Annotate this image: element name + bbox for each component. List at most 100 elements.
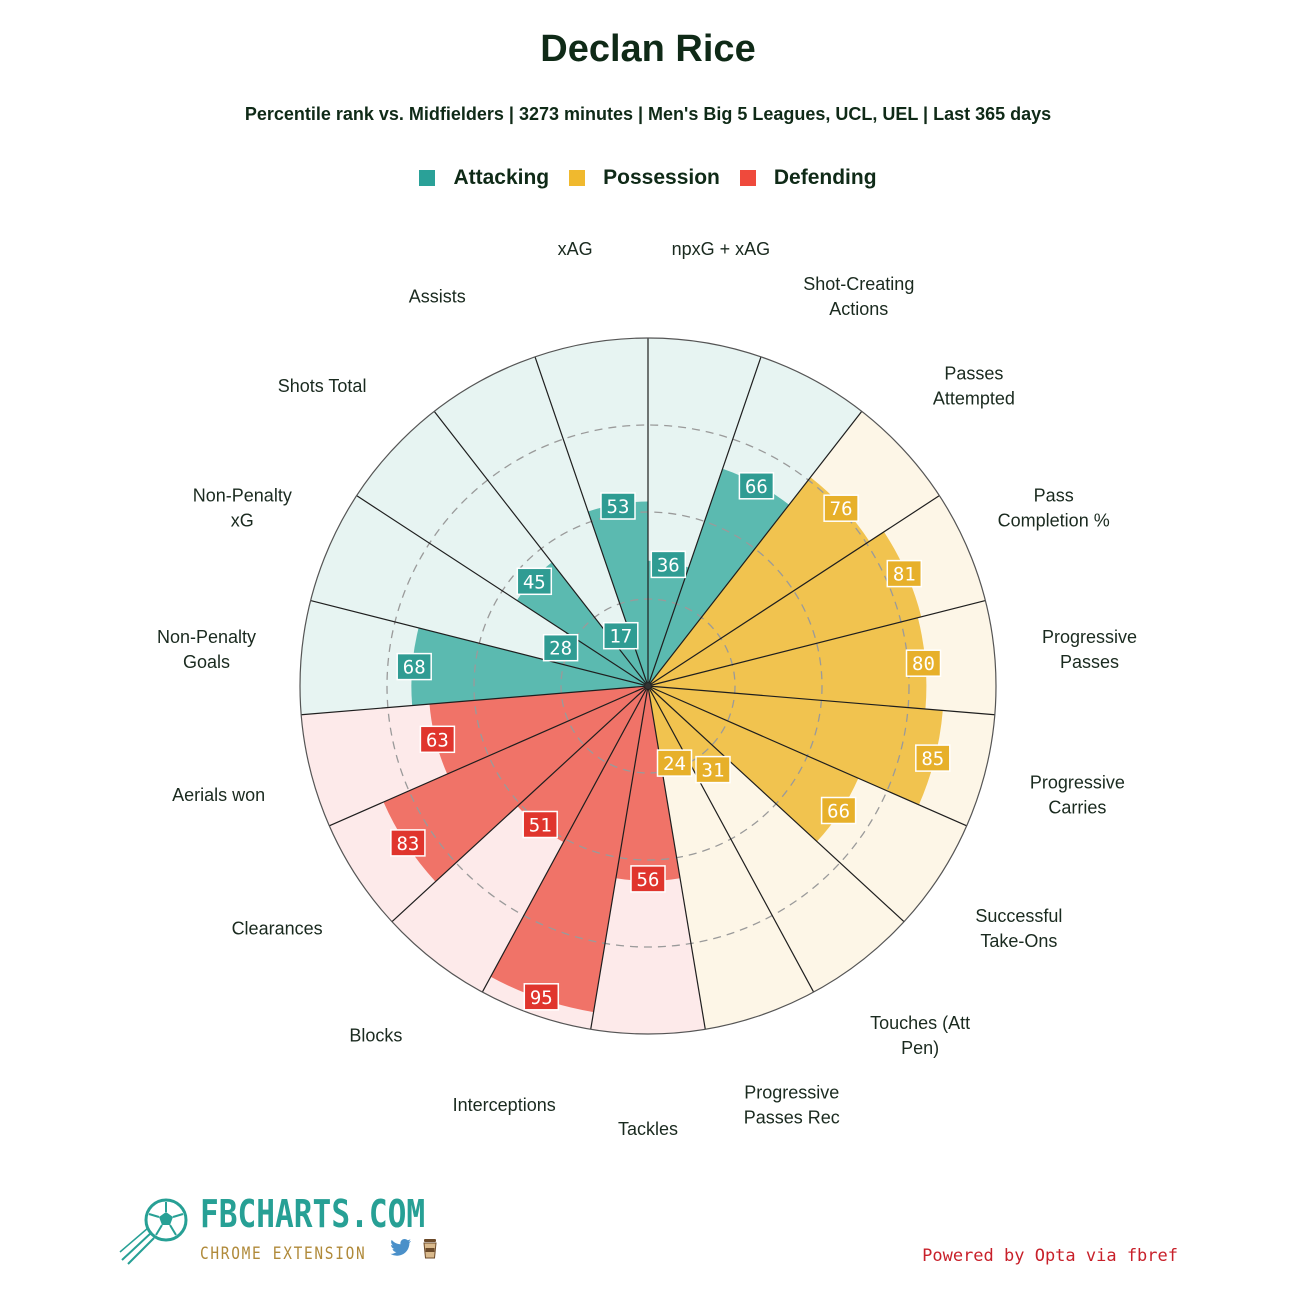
axis-label-progressive-carries: Progressive Carries — [1030, 772, 1125, 817]
fbcharts-logo: FBCHARTS.COM CHROME EXTENSION — [118, 1192, 448, 1272]
svg-text:95: 95 — [530, 987, 553, 1009]
powered-by-text: Powered by Opta via fbref — [922, 1246, 1178, 1266]
svg-text:53: 53 — [607, 496, 630, 518]
spoke — [647, 685, 967, 827]
twitter-icon[interactable] — [390, 1238, 412, 1258]
axis-label-tackles: Tackles — [618, 1119, 678, 1139]
spoke — [647, 685, 815, 993]
bar-pass-completion — [648, 531, 922, 686]
bar-non-penalty-goals — [411, 627, 648, 706]
spoke — [301, 685, 649, 716]
value-label-successful-take-ons: 66 — [820, 796, 857, 825]
svg-text:66: 66 — [745, 476, 768, 498]
axis-label-non-penalty-xg: Non-Penalty xG — [193, 486, 292, 531]
axis-label-shot-creating-actions: Shot-Creating Actions — [803, 274, 914, 319]
spoke — [647, 356, 762, 687]
axis-label-progressive-passes: Progressive Passes — [1042, 627, 1137, 672]
bar-progressive-passes — [648, 617, 927, 709]
grid-ring-75 — [386, 424, 910, 948]
bar-interceptions — [490, 686, 648, 1013]
bar-clearances — [383, 686, 648, 882]
bar-progressive-passes-rec — [648, 686, 688, 769]
value-label-non-penalty-goals: 68 — [396, 652, 432, 681]
value-label-progressive-carries: 85 — [915, 744, 951, 772]
svg-text:76: 76 — [830, 498, 853, 520]
bar-aerials-won — [429, 686, 648, 775]
value-label-aerials-won: 63 — [419, 725, 456, 754]
svg-text:31: 31 — [702, 760, 725, 782]
legend-item-defending: Defending — [739, 166, 877, 190]
svg-text:28: 28 — [549, 638, 572, 660]
value-label-pass-completion: 81 — [886, 559, 923, 588]
spoke — [391, 685, 649, 923]
value-label-npxg-xag: 36 — [650, 550, 687, 579]
axis-label-blocks: Blocks — [349, 1026, 402, 1046]
football-icon — [119, 1198, 188, 1265]
value-label-progressive-passes: 80 — [905, 649, 942, 677]
spoke — [647, 685, 995, 716]
bar-passes-attempted — [648, 477, 870, 686]
axis-label-clearances: Clearances — [232, 918, 323, 938]
chart-title: Declan Rice — [540, 28, 756, 70]
value-label-xag: 53 — [600, 492, 636, 520]
brand-name: FBCHARTS.COM — [200, 1192, 426, 1236]
bar-progressive-carries — [648, 686, 943, 805]
spoke — [356, 495, 649, 687]
axis-label-npxg-xag: npxG + xAG — [672, 239, 771, 259]
spoke — [590, 685, 649, 1030]
svg-text:83: 83 — [396, 833, 419, 855]
svg-text:68: 68 — [403, 657, 426, 679]
coffee-cup-icon[interactable] — [422, 1238, 438, 1260]
legend-label-attacking: Attacking — [453, 166, 550, 189]
axis-label-non-penalty-goals: Non-Penalty Goals — [157, 627, 256, 672]
chart-subtitle: Percentile rank vs. Midfielders | 3273 m… — [244, 104, 1052, 124]
svg-text:45: 45 — [523, 571, 546, 593]
value-label-tackles: 56 — [630, 865, 666, 893]
spoke — [647, 411, 863, 687]
legend-label-defending: Defending — [773, 166, 877, 189]
axis-label-assists: Assists — [409, 286, 466, 306]
legend-item-attacking: Attacking — [419, 166, 549, 190]
value-label-touches-att-pen: 31 — [695, 755, 731, 784]
spoke — [481, 685, 649, 993]
value-label-interceptions: 95 — [523, 983, 560, 1011]
spoke — [647, 495, 940, 687]
legend-swatch-defending — [739, 170, 756, 186]
axis-label-aerials-won: Aerials won — [172, 785, 265, 805]
legend: Attacking Possession Defending — [0, 166, 1296, 190]
svg-text:36: 36 — [657, 554, 680, 576]
brand-icons — [390, 1238, 438, 1260]
axis-label-successful-take-ons: Successful Take-Ons — [975, 906, 1062, 951]
brand-subtitle: CHROME EXTENSION — [200, 1244, 367, 1264]
legend-item-possession: Possession — [569, 166, 720, 190]
spoke — [647, 599, 986, 687]
value-label-passes-attempted: 76 — [823, 494, 859, 522]
value-label-shot-creating-actions: 66 — [738, 472, 775, 500]
legend-label-possession: Possession — [603, 166, 720, 189]
bar-blocks — [517, 686, 648, 843]
axis-label-pass-completion: Pass Completion % — [998, 486, 1110, 531]
svg-text:63: 63 — [426, 729, 449, 751]
value-label-progressive-passes-rec: 24 — [656, 749, 693, 777]
svg-text:80: 80 — [912, 653, 935, 675]
spoke — [310, 599, 649, 687]
svg-text:81: 81 — [893, 564, 916, 586]
legend-swatch-attacking — [419, 170, 436, 186]
center-dot — [645, 683, 651, 689]
axis-label-touches-att-pen: Touches (Att Pen) — [870, 1013, 970, 1058]
svg-text:17: 17 — [609, 626, 632, 648]
value-label-blocks: 51 — [522, 810, 558, 839]
svg-text:24: 24 — [663, 753, 686, 775]
wedge-bg-assists — [434, 356, 648, 686]
value-label-clearances: 83 — [390, 829, 426, 857]
svg-text:56: 56 — [637, 869, 660, 891]
spoke — [647, 685, 905, 923]
value-label-non-penalty-xg: 28 — [542, 633, 579, 662]
axis-label-shots-total: Shots Total — [278, 376, 367, 396]
bar-shot-creating-actions — [648, 468, 790, 686]
outer-ring — [299, 337, 997, 1035]
legend-swatch-possession — [569, 170, 586, 186]
value-label-assists: 17 — [603, 621, 639, 650]
svg-text:85: 85 — [921, 748, 944, 770]
